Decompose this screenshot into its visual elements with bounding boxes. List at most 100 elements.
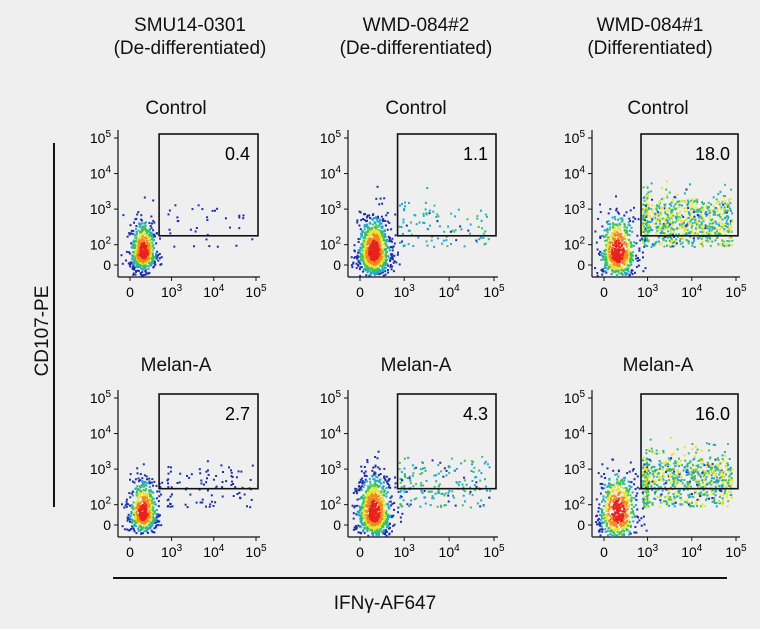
event-dot — [368, 253, 370, 256]
event-dot — [171, 493, 173, 496]
event-dot — [475, 240, 478, 243]
event-dot — [366, 225, 369, 228]
event-dot — [366, 509, 369, 512]
event-dot — [354, 256, 357, 259]
event-dot — [604, 267, 607, 269]
event-dot — [625, 256, 628, 259]
event-dot — [146, 230, 149, 233]
event-dot — [706, 224, 709, 227]
event-dot — [403, 467, 406, 470]
event-dot — [126, 235, 129, 238]
event-dot — [356, 254, 359, 257]
event-dot — [365, 475, 368, 478]
event-dot — [360, 253, 363, 255]
event-dot — [671, 219, 674, 221]
event-dot — [617, 232, 620, 235]
event-dot — [376, 513, 379, 516]
event-dot — [131, 525, 134, 528]
event-dot — [629, 209, 632, 212]
event-dot — [444, 504, 447, 507]
event-dot — [368, 477, 371, 480]
event-dot — [359, 507, 362, 510]
event-dot — [469, 223, 472, 226]
event-dot — [129, 265, 132, 268]
event-dot — [384, 479, 387, 481]
event-dot — [350, 264, 353, 267]
x-tick-exponent: 3 — [653, 543, 659, 554]
event-dot — [388, 484, 391, 487]
event-dot — [392, 245, 395, 248]
event-dot — [150, 490, 153, 493]
event-dot — [373, 221, 376, 224]
event-dot — [365, 517, 368, 520]
event-dot — [368, 501, 371, 504]
event-dot — [361, 480, 364, 483]
event-dot — [358, 498, 361, 500]
event-dot — [663, 232, 665, 234]
event-dot — [379, 245, 382, 248]
event-dot — [135, 244, 138, 247]
event-dot — [615, 254, 618, 257]
event-dot — [148, 245, 151, 247]
event-dot — [150, 520, 152, 522]
event-dot — [362, 514, 365, 517]
event-dot — [642, 231, 645, 234]
event-dot — [403, 208, 406, 210]
event-dot — [371, 530, 374, 533]
event-dot — [609, 208, 612, 211]
event-dot — [727, 215, 730, 218]
event-dot — [141, 477, 144, 480]
event-dot — [375, 247, 378, 250]
event-dot — [642, 224, 644, 227]
event-dot — [375, 522, 378, 525]
event-dot — [173, 245, 176, 248]
event-dot — [382, 239, 385, 242]
event-dot — [364, 247, 367, 250]
event-dot — [424, 469, 427, 472]
event-dot — [680, 199, 683, 202]
event-dot — [440, 506, 443, 508]
event-dot — [157, 500, 160, 503]
event-dot — [357, 531, 360, 534]
event-dot — [654, 218, 657, 221]
event-dot — [476, 215, 479, 218]
event-dot — [484, 478, 486, 481]
event-dot — [151, 523, 154, 526]
event-dot — [667, 210, 670, 213]
event-dot — [147, 237, 150, 240]
event-dot — [413, 498, 416, 501]
event-dot — [702, 206, 705, 209]
event-dot — [645, 210, 648, 212]
event-dot — [721, 213, 724, 216]
y-tick-exponent: 4 — [579, 165, 585, 176]
event-dot — [378, 243, 381, 246]
event-dot — [137, 477, 140, 480]
event-dot — [360, 506, 363, 509]
event-dot — [607, 220, 610, 223]
event-dot — [139, 492, 142, 495]
event-dot — [627, 242, 630, 245]
event-dot — [361, 505, 364, 508]
event-dot — [406, 477, 409, 479]
event-dot — [684, 229, 687, 232]
event-dot — [694, 233, 697, 236]
event-dot — [363, 254, 366, 257]
event-dot — [359, 531, 362, 534]
event-dot — [366, 495, 369, 498]
event-dot — [709, 208, 712, 211]
event-dot — [152, 244, 155, 247]
event-dot — [393, 502, 396, 504]
event-dot — [145, 504, 148, 507]
event-dot — [429, 224, 431, 227]
event-dot — [382, 257, 385, 260]
event-dot — [148, 477, 151, 480]
event-dot — [138, 480, 140, 483]
event-dot — [361, 502, 364, 505]
event-dot — [655, 205, 658, 208]
event-dot — [366, 492, 369, 495]
event-dot — [674, 221, 677, 224]
event-dot — [657, 218, 660, 221]
event-dot — [365, 220, 368, 223]
event-dot — [138, 496, 141, 499]
event-dot — [128, 263, 131, 266]
